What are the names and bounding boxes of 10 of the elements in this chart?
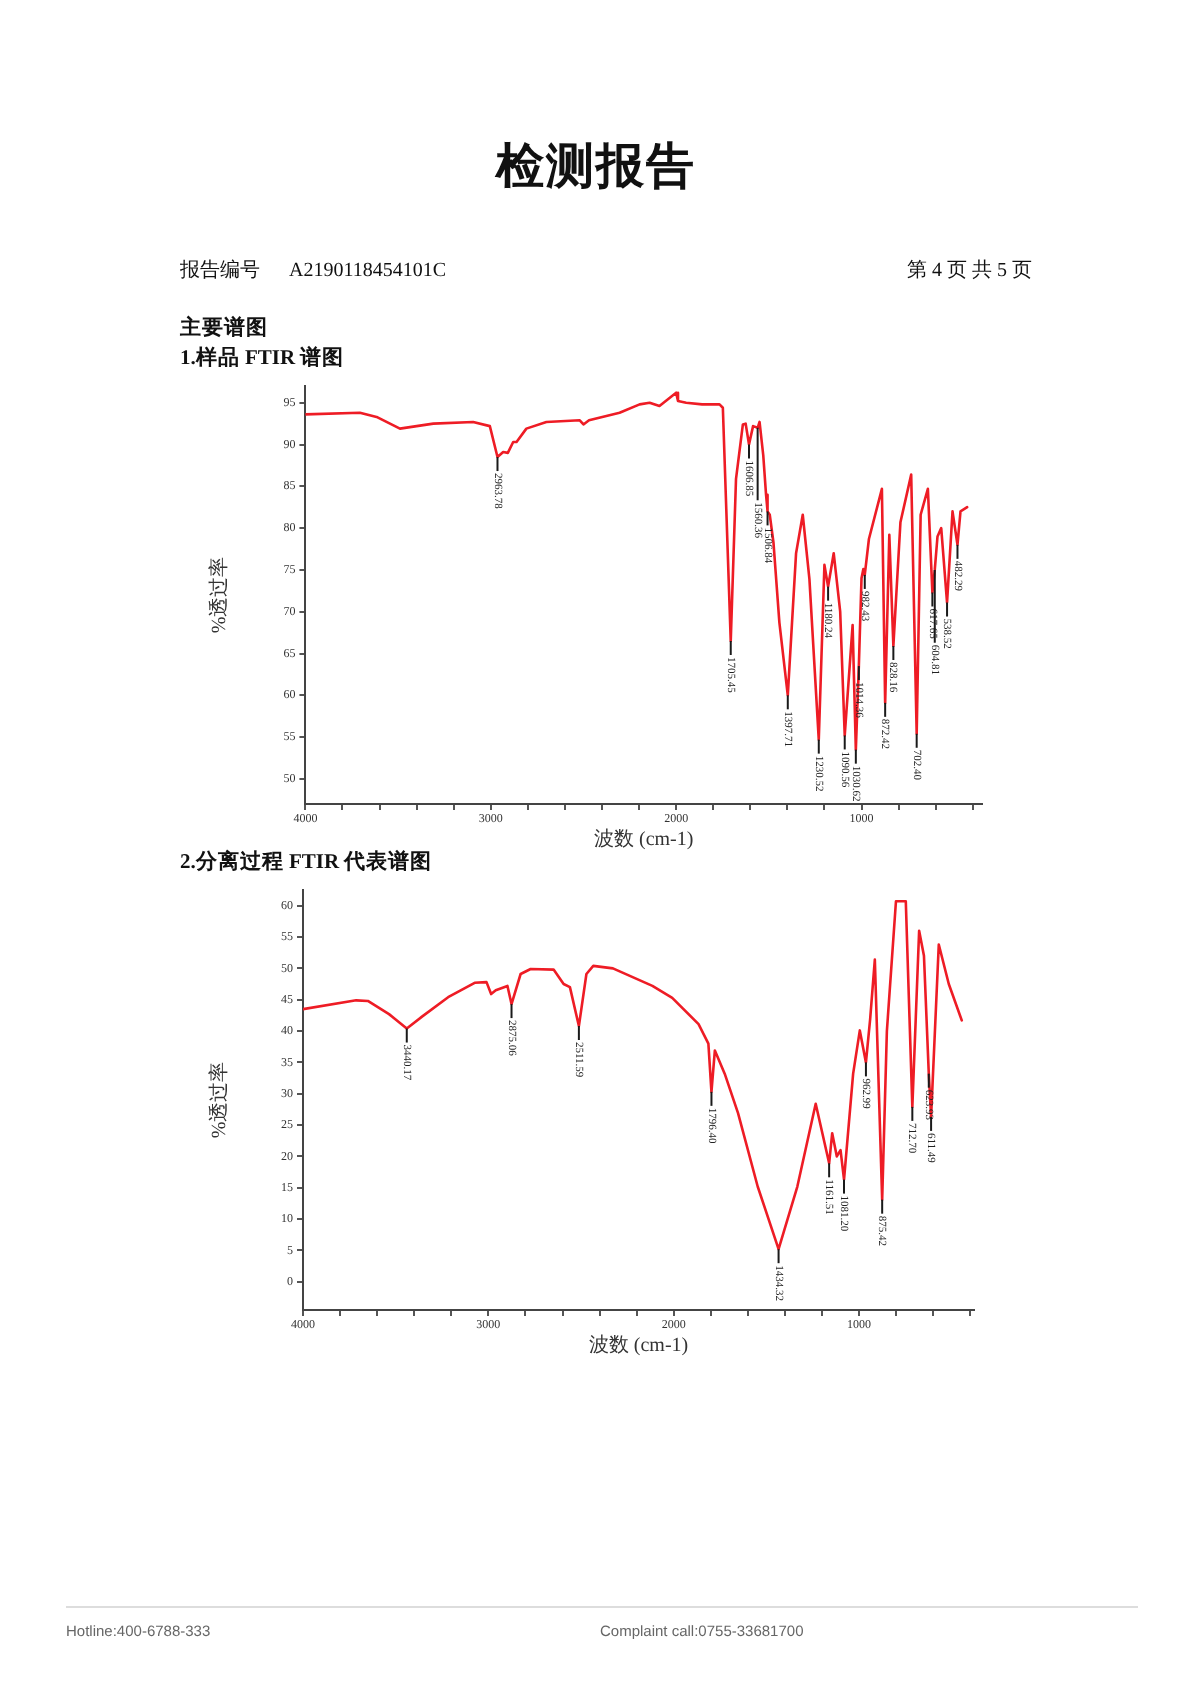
chart-title: 2.分离过程 FTIR 代表谱图 [180, 852, 433, 876]
chart-title: 1.样品 FTIR 谱图 [180, 348, 345, 372]
x-axis-title: 波数 (cm-1) [593, 827, 694, 852]
y-axis-title: %透过率 [207, 1061, 232, 1139]
y-axis-title: %透过率 [207, 556, 232, 634]
x-axis-title: 波数 (cm-1) [588, 1333, 689, 1358]
text: 报告编号 A2190118454101C [180, 260, 447, 284]
text: 检测报告 [493, 140, 698, 196]
text: 主要谱图 [180, 318, 268, 342]
text: 第 4 页 共 5 页 [907, 260, 1032, 284]
